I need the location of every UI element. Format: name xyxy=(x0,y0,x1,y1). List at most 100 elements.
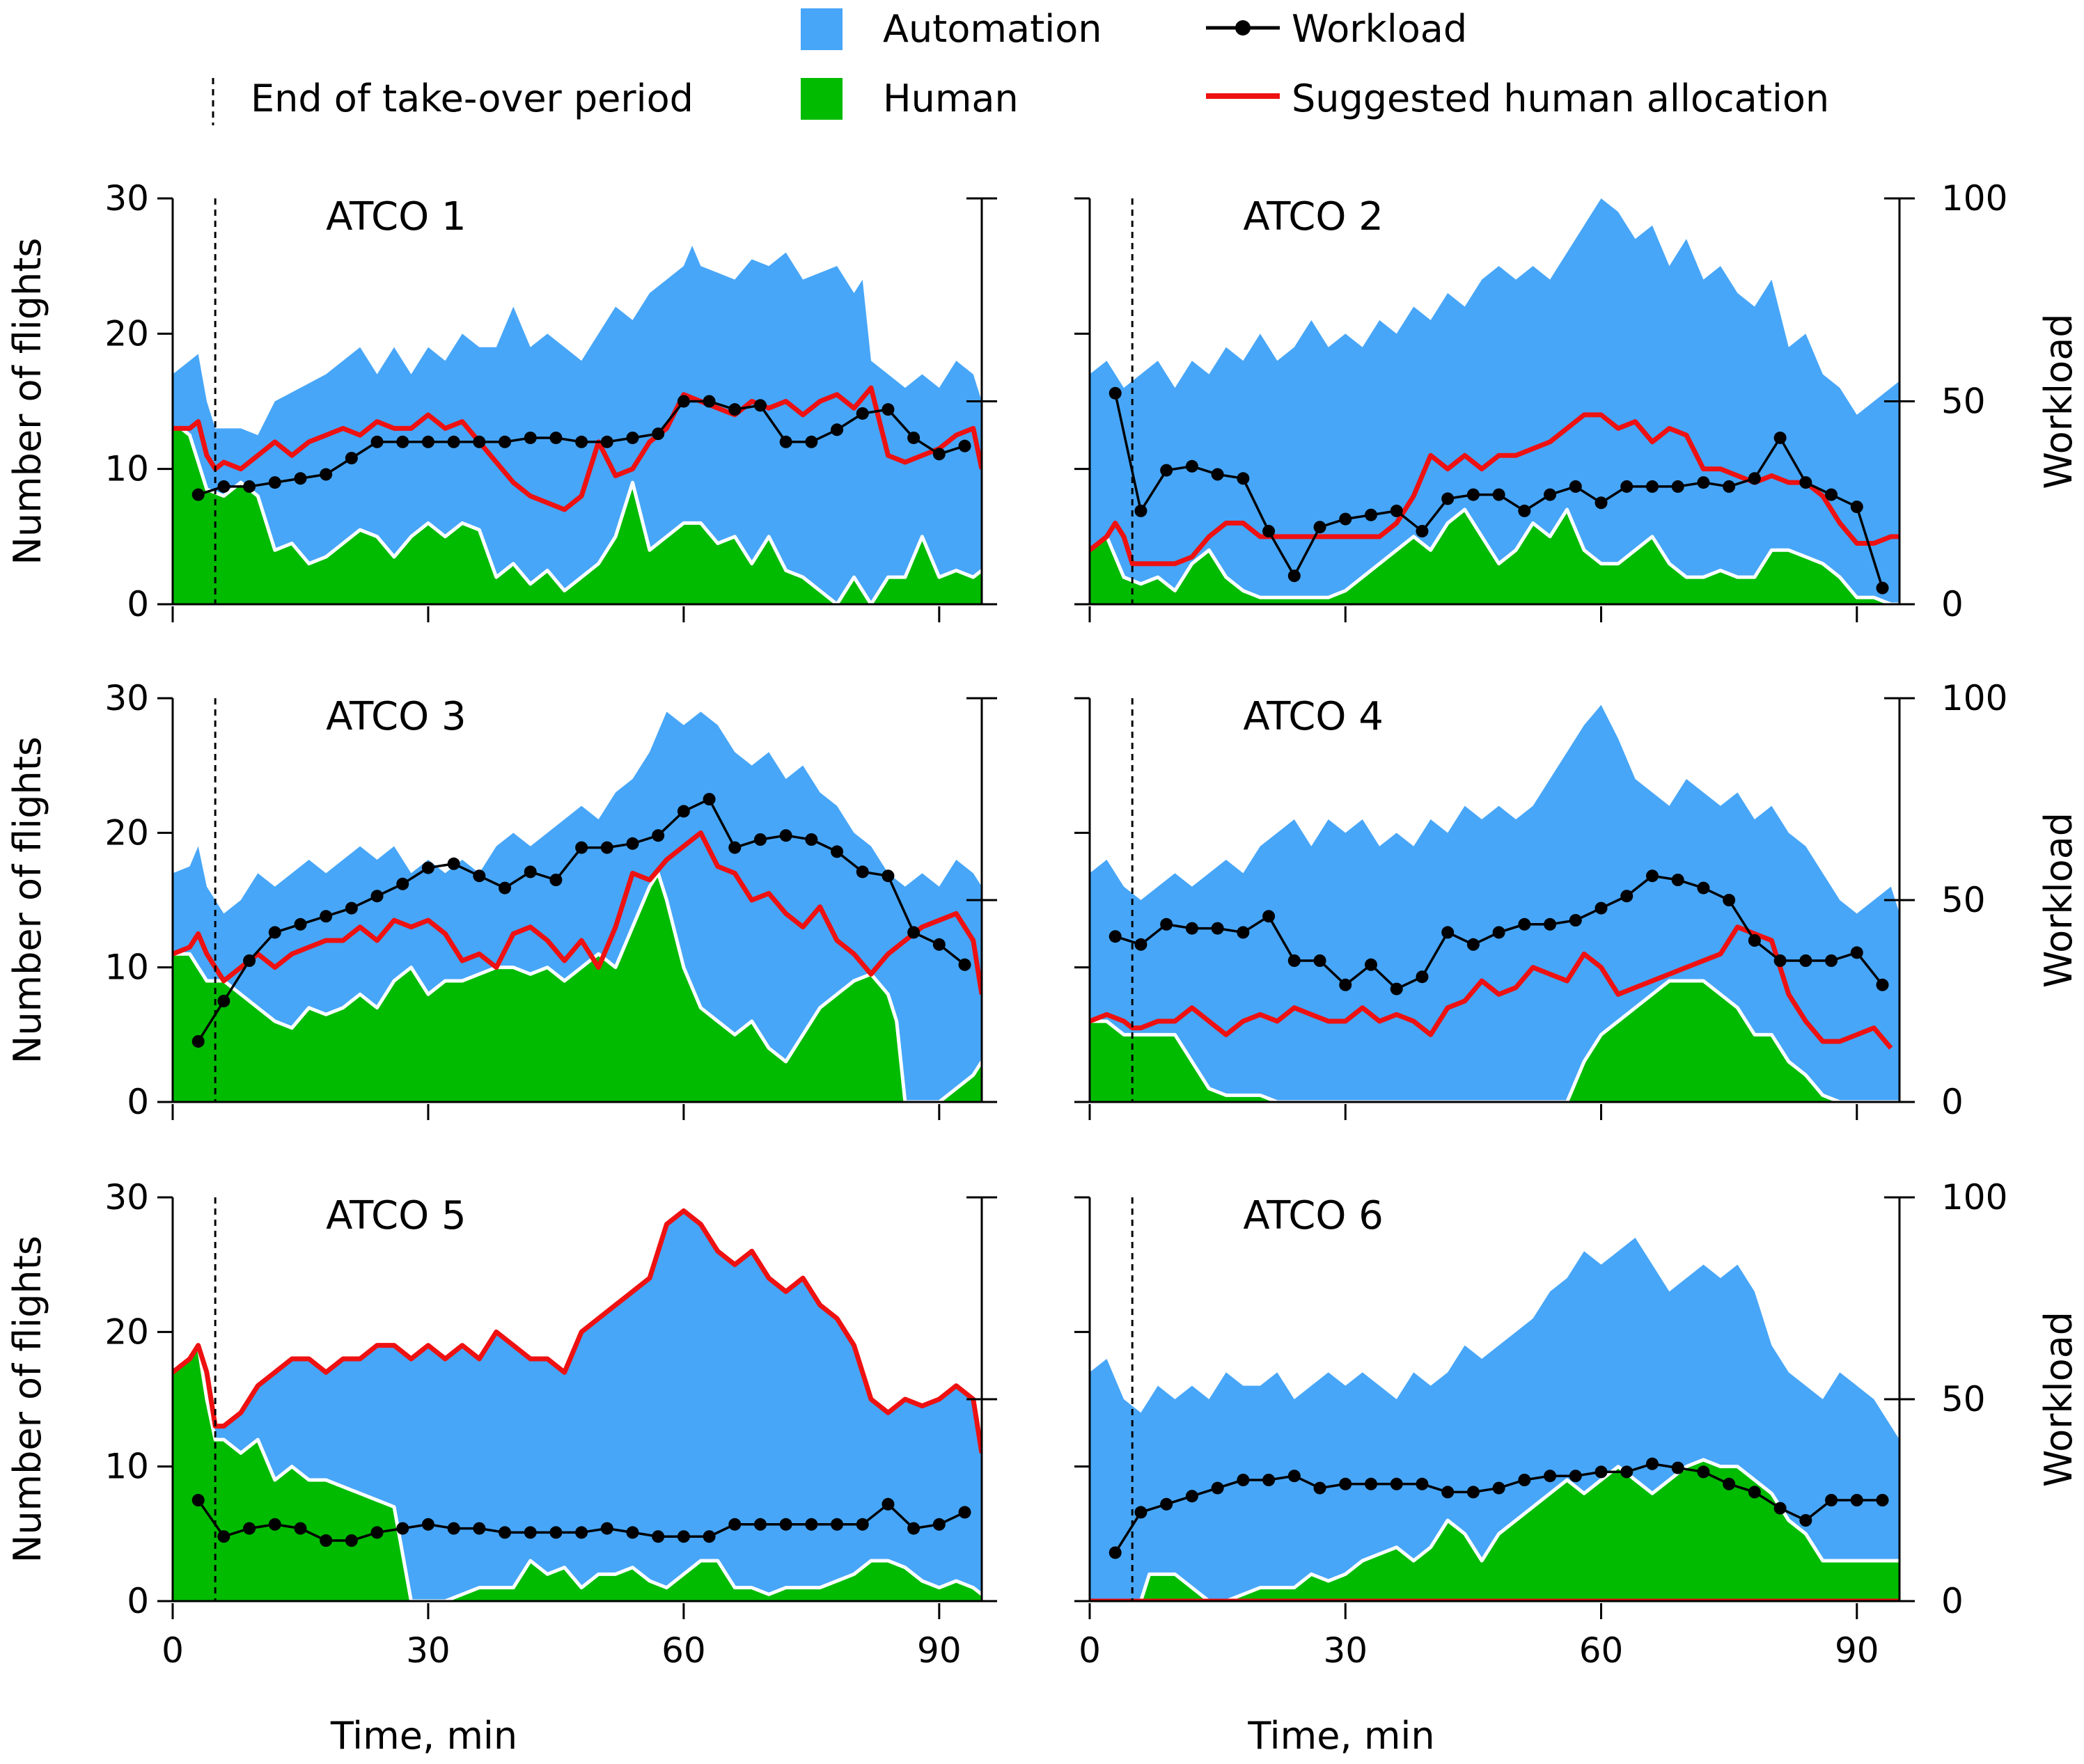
workload-point xyxy=(932,938,946,951)
workload-point xyxy=(626,1526,639,1539)
workload-point xyxy=(1645,1457,1659,1470)
axes: 0 50 100 xyxy=(1074,678,2007,1122)
workload-point xyxy=(1134,504,1147,517)
workload-point xyxy=(1492,926,1505,939)
panel-title: ATCO 3 xyxy=(326,694,467,739)
workload-point xyxy=(1799,1514,1812,1527)
workload-point xyxy=(1850,946,1863,959)
human-area-outline xyxy=(1090,507,1899,604)
workload-point xyxy=(499,435,512,448)
workload-point xyxy=(1620,890,1633,903)
workload-point xyxy=(600,435,613,448)
workload-point xyxy=(1313,954,1326,967)
workload-point xyxy=(1518,504,1531,517)
workload-point xyxy=(473,435,486,448)
workload-point xyxy=(294,918,307,931)
workload-point xyxy=(805,833,818,846)
workload-point xyxy=(728,841,742,854)
y-tick-label: 30 xyxy=(104,178,149,219)
x-tick-label: 0 xyxy=(162,1630,184,1671)
workload-point xyxy=(1390,504,1403,517)
workload-point xyxy=(907,926,920,939)
y-tick-label: 20 xyxy=(104,1312,149,1352)
workload-point xyxy=(320,468,333,481)
x-tick-label: 30 xyxy=(406,1630,451,1671)
suggested-line xyxy=(173,385,982,512)
workload-point xyxy=(958,958,971,971)
workload-point xyxy=(396,435,409,448)
human-area xyxy=(1090,1460,1899,1601)
workload-point xyxy=(728,403,742,416)
workload-point xyxy=(600,1522,613,1535)
workload-point xyxy=(831,845,844,858)
workload-point xyxy=(1466,488,1480,501)
workload-point xyxy=(652,829,665,842)
workload-point xyxy=(1416,525,1429,538)
workload-point xyxy=(779,435,792,448)
y-tick-label: 10 xyxy=(104,1447,149,1487)
workload-point xyxy=(932,1518,946,1531)
workload-point xyxy=(856,865,869,879)
y2-tick-label: 50 xyxy=(1941,1379,1986,1419)
workload-point xyxy=(1620,1465,1633,1479)
workload-point xyxy=(1262,910,1276,923)
workload-point xyxy=(396,1522,409,1535)
x-tick-label: 90 xyxy=(917,1630,962,1671)
workload-point xyxy=(1645,869,1659,883)
workload-point xyxy=(447,857,460,870)
legend-workload-label: Workload xyxy=(1292,7,1467,51)
workload-point xyxy=(1697,1465,1710,1479)
workload-point xyxy=(524,431,537,444)
legend: Automation Human Workload End of take-ov… xyxy=(212,7,1829,125)
workload-point xyxy=(1441,492,1455,505)
workload-point xyxy=(1237,1474,1250,1486)
axes: 0 10 20 30 xyxy=(104,678,997,1122)
panel-title: ATCO 4 xyxy=(1243,694,1384,739)
y2-tick-label: 0 xyxy=(1941,584,1964,624)
workload-point xyxy=(1723,480,1736,493)
workload-point xyxy=(1262,525,1276,538)
workload-point xyxy=(1237,926,1250,939)
workload-point xyxy=(805,1518,818,1531)
workload-point xyxy=(1697,476,1710,489)
y-axis-label: Number of flights xyxy=(6,1236,49,1563)
workload-point xyxy=(191,1494,205,1506)
workload-point xyxy=(447,1522,460,1535)
workload-point xyxy=(728,1518,742,1531)
y2-tick-label: 50 xyxy=(1941,880,1986,920)
human-area-outline xyxy=(173,871,982,1102)
y-tick-label: 0 xyxy=(127,1581,149,1621)
workload-point xyxy=(1876,978,1889,991)
workload-point xyxy=(1825,488,1838,501)
workload-point xyxy=(524,1526,537,1539)
y2-axis-label: Workload xyxy=(2037,313,2081,489)
workload-point xyxy=(1748,1486,1761,1499)
chart-panel-6: 0 50 100 0 30 60 90 ATCO 6 Workload Time, min xyxy=(1074,1177,2081,1758)
workload-point xyxy=(677,1530,690,1543)
workload-point xyxy=(1799,954,1812,967)
axes: 0 10 20 30 xyxy=(104,178,997,624)
workload-point xyxy=(345,901,358,915)
workload-point xyxy=(932,448,946,461)
workload-point xyxy=(1697,881,1710,895)
human-area-outline xyxy=(173,1344,982,1601)
workload-point xyxy=(1492,1481,1505,1495)
workload-point xyxy=(1544,1470,1557,1483)
workload-point xyxy=(907,431,920,444)
y-tick-label: 30 xyxy=(104,1177,149,1218)
suggested-line xyxy=(173,1208,982,1454)
plot-area xyxy=(1090,1197,1899,1601)
workload-point xyxy=(1211,1481,1224,1495)
workload-point xyxy=(1416,970,1429,984)
workload-point xyxy=(1185,1490,1198,1503)
legend-takeover-label: End of take-over period xyxy=(251,77,694,120)
workload-point xyxy=(1339,978,1352,991)
workload-point xyxy=(1108,930,1122,943)
workload-point xyxy=(1185,459,1198,473)
workload-point xyxy=(1287,569,1301,583)
workload-point xyxy=(1518,1474,1531,1486)
panel-title: ATCO 1 xyxy=(326,194,467,239)
y-tick-label: 20 xyxy=(104,812,149,853)
workload-point xyxy=(1825,954,1838,967)
workload-point xyxy=(1287,1470,1301,1483)
